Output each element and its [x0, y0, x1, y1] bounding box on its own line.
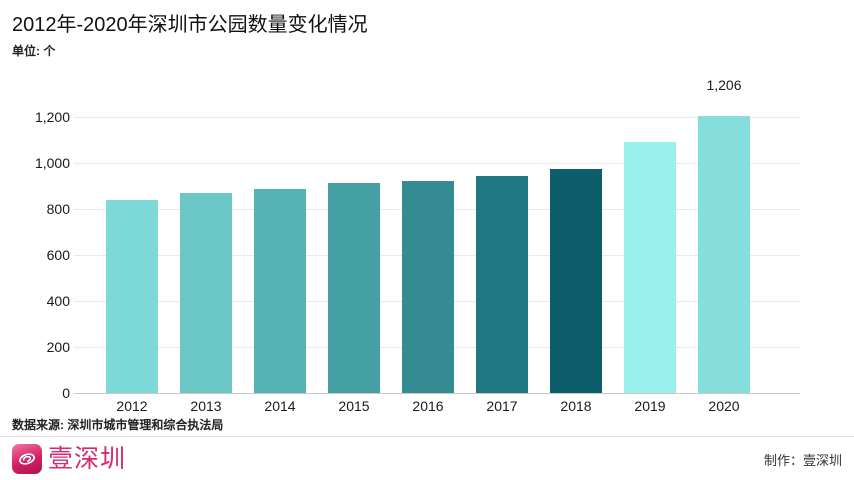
y-tick-label: 1,200 [34, 109, 70, 125]
data-label-2020: 1,206 [706, 77, 742, 93]
swirl-icon [19, 453, 35, 465]
x-tick-label-2012: 2012 [116, 398, 148, 414]
x-tick-label-2015: 2015 [338, 398, 370, 414]
gridline-0 [74, 393, 800, 394]
bar-2014 [254, 189, 306, 393]
x-tick-label-2018: 2018 [560, 398, 592, 414]
page-title: 2012年-2020年深圳市公园数量变化情况 [12, 14, 368, 36]
y-tick-label: 800 [46, 201, 70, 217]
gridline-1,000 [74, 163, 800, 164]
footer-divider [0, 436, 854, 437]
bar-2015 [328, 183, 380, 393]
brand-name: 壹深圳 [48, 445, 127, 473]
bar-2016 [402, 181, 454, 393]
gridline-600 [74, 255, 800, 256]
x-tick-label-2019: 2019 [634, 398, 666, 414]
x-tick-label-2014: 2014 [264, 398, 296, 414]
y-tick-label: 1,000 [34, 155, 70, 171]
bar-2013 [180, 193, 232, 393]
y-tick-label: 200 [46, 339, 70, 355]
bar-2020 [698, 116, 750, 393]
gridline-200 [74, 347, 800, 348]
x-tick-label-2016: 2016 [412, 398, 444, 414]
x-tick-label-2020: 2020 [708, 398, 740, 414]
bar-2017 [476, 176, 528, 393]
brand-logo-icon [12, 444, 42, 474]
y-tick-label: 600 [46, 247, 70, 263]
y-tick-label: 400 [46, 293, 70, 309]
x-tick-label-2013: 2013 [190, 398, 222, 414]
unit-label: 单位: 个 [12, 44, 56, 58]
gridline-800 [74, 209, 800, 210]
bar-2018 [550, 169, 602, 393]
x-tick-label-2017: 2017 [486, 398, 518, 414]
data-source-label: 数据来源: 深圳市城市管理和综合执法局 [12, 418, 224, 432]
credit-label: 制作：壹深圳 [763, 453, 842, 468]
gridline-1,200 [74, 117, 800, 118]
y-tick-label: 0 [62, 385, 70, 401]
bar-2019 [624, 142, 676, 393]
bar-2012 [106, 200, 158, 393]
gridline-400 [74, 301, 800, 302]
